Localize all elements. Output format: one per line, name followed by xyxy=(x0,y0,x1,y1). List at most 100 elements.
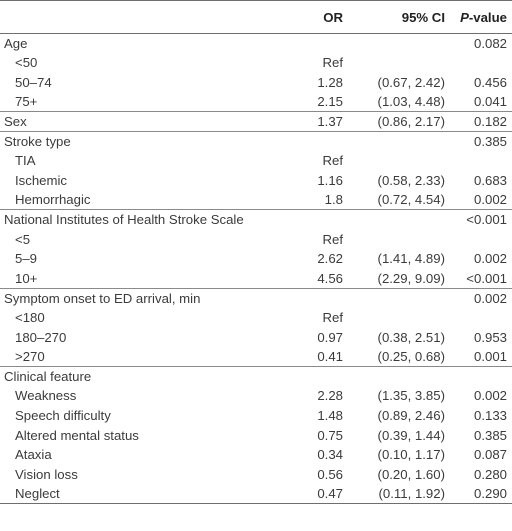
row-or: Ref xyxy=(322,153,343,169)
row-or: Ref xyxy=(322,231,343,247)
row-label: <5 xyxy=(15,231,31,247)
table-row: Stroke type 0.385 xyxy=(0,130,512,152)
row-or: 1.48 xyxy=(317,408,343,424)
table-row: Ischemic 1.16 (0.58, 2.33) 0.683 xyxy=(0,171,512,191)
row-p-value: 0.002 xyxy=(473,388,507,404)
table-row: 180–270 0.97 (0.38, 2.51) 0.953 xyxy=(0,327,512,347)
row-p-value: 0.002 xyxy=(473,192,507,208)
row-ci xyxy=(351,366,445,387)
row-or: 0.41 xyxy=(317,349,343,365)
row-ci: (0.10, 1.17) xyxy=(377,447,445,463)
row-label: <180 xyxy=(15,310,45,326)
row-p-value: <0.001 xyxy=(445,209,512,230)
row-p-value: 0.002 xyxy=(473,251,507,267)
row-ci xyxy=(351,130,445,152)
table-row: Sex 1.37 (0.86, 2.17) 0.182 xyxy=(0,111,512,132)
table-row: Clinical feature xyxy=(0,366,512,387)
row-or: 0.97 xyxy=(317,329,343,345)
row-or: 4.56 xyxy=(317,270,343,286)
row-or: 0.75 xyxy=(317,427,343,443)
row-or: 1.16 xyxy=(317,172,343,188)
row-p-value: <0.001 xyxy=(466,270,507,286)
header-p-rest: -value xyxy=(468,9,507,25)
row-ci: (0.86, 2.17) xyxy=(351,111,445,132)
table-row: 10+ 4.56 (2.29, 9.09) <0.001 xyxy=(0,269,512,289)
row-label: <50 xyxy=(15,55,38,71)
row-label: Clinical feature xyxy=(0,366,277,387)
row-ci: (0.38, 2.51) xyxy=(377,329,445,345)
row-or xyxy=(277,287,351,308)
table-row: 50–74 1.28 (0.67, 2.42) 0.456 xyxy=(0,73,512,93)
row-p-value: 0.456 xyxy=(473,74,507,90)
table-row: 75+ 2.15 (1.03, 4.48) 0.041 xyxy=(0,92,512,112)
row-p-value: 0.182 xyxy=(445,111,512,132)
row-p-value xyxy=(445,229,512,249)
row-label: 10+ xyxy=(15,270,38,286)
row-or xyxy=(277,33,351,54)
row-p-value: 0.041 xyxy=(473,94,507,110)
row-label: 180–270 xyxy=(15,329,67,345)
table-row: Neglect 0.47 (0.11, 1.92) 0.290 xyxy=(0,484,512,505)
row-p-value xyxy=(445,308,512,328)
row-or: 1.28 xyxy=(317,74,343,90)
row-label: Ataxia xyxy=(15,447,52,463)
row-or: 2.28 xyxy=(317,388,343,404)
row-ci: (0.11, 1.92) xyxy=(351,484,445,505)
table-row: TIA Ref xyxy=(0,151,512,171)
table-row: Weakness 2.28 (1.35, 3.85) 0.002 xyxy=(0,386,512,406)
row-or xyxy=(277,209,351,230)
row-label: Symptom onset to ED arrival, min xyxy=(0,287,277,308)
row-p-value: 0.082 xyxy=(445,33,512,54)
table-row: Altered mental status 0.75 (0.39, 1.44) … xyxy=(0,425,512,445)
row-ci: (1.41, 4.89) xyxy=(377,251,445,267)
table-row: <5 Ref xyxy=(0,229,512,249)
row-or xyxy=(277,130,351,152)
row-ci xyxy=(351,33,445,54)
row-or: Ref xyxy=(322,310,343,326)
row-label: TIA xyxy=(15,153,36,169)
row-ci: (2.29, 9.09) xyxy=(377,270,445,286)
row-or: 0.56 xyxy=(317,466,343,482)
header-p-value: P-value xyxy=(445,0,512,34)
row-or: 0.47 xyxy=(277,484,351,505)
row-ci: (0.89, 2.46) xyxy=(377,408,445,424)
row-label: 75+ xyxy=(15,94,38,110)
row-ci xyxy=(351,209,445,230)
row-p-value: 0.001 xyxy=(473,349,507,365)
row-ci: (0.20, 1.60) xyxy=(377,466,445,482)
row-p-value: 0.002 xyxy=(445,287,512,308)
row-or: 0.34 xyxy=(317,447,343,463)
row-label: National Institutes of Health Stroke Sca… xyxy=(0,209,277,230)
row-ci xyxy=(351,308,445,328)
row-p-value: 0.385 xyxy=(445,130,512,152)
row-label: Ischemic xyxy=(15,172,68,188)
table-row: Symptom onset to ED arrival, min 0.002 xyxy=(0,287,512,308)
row-label: 5–9 xyxy=(15,251,38,267)
row-ci xyxy=(351,53,445,73)
header-ci: 95% CI xyxy=(351,0,445,34)
row-label: Sex xyxy=(0,111,277,132)
table-row: >270 0.41 (0.25, 0.68) 0.001 xyxy=(0,347,512,367)
row-label: Weakness xyxy=(15,388,77,404)
row-label: 50–74 xyxy=(15,74,52,90)
row-or xyxy=(277,366,351,387)
row-ci: (0.58, 2.33) xyxy=(377,172,445,188)
row-label: Hemorrhagic xyxy=(15,192,91,208)
row-p-value: 0.290 xyxy=(445,484,512,505)
table-row: Vision loss 0.56 (0.20, 1.60) 0.280 xyxy=(0,465,512,485)
header-variable xyxy=(0,0,277,34)
odds-ratio-table: OR 95% CI P-value Age 0.082 <50 Ref 50–7… xyxy=(0,0,512,505)
row-ci: (0.25, 0.68) xyxy=(377,349,445,365)
table-row: Ataxia 0.34 (0.10, 1.17) 0.087 xyxy=(0,445,512,465)
row-label: Speech difficulty xyxy=(15,408,111,424)
table-row: <50 Ref xyxy=(0,53,512,73)
row-label: Vision loss xyxy=(15,466,78,482)
row-ci: (1.03, 4.48) xyxy=(377,94,445,110)
row-label: Stroke type xyxy=(0,130,277,152)
row-p-value: 0.953 xyxy=(473,329,507,345)
row-label: Age xyxy=(0,33,277,54)
row-p-value xyxy=(445,151,512,171)
row-ci: (0.39, 1.44) xyxy=(377,427,445,443)
table-header-row: OR 95% CI P-value xyxy=(0,0,512,34)
row-label: Altered mental status xyxy=(15,427,139,443)
